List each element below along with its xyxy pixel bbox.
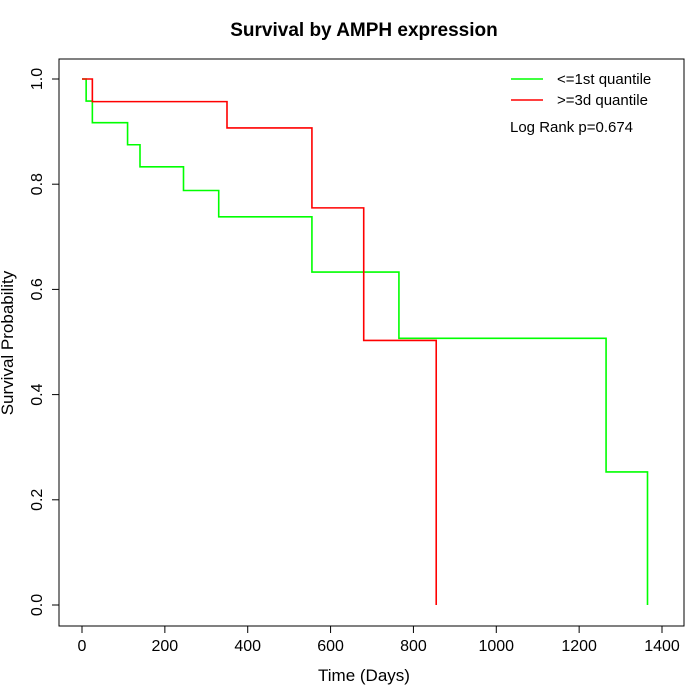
chart-title: Survival by AMPH expression xyxy=(230,20,498,41)
y-tick-label: 0.6 xyxy=(29,278,46,300)
y-tick-label: 0.4 xyxy=(29,383,46,405)
y-tick-label: 0.0 xyxy=(29,594,46,616)
y-axis: 0.0 0.2 0.4 0.6 0.8 1.0 xyxy=(29,68,60,616)
x-tick-label: 0 xyxy=(78,638,87,655)
legend-label-2: >=3d quantile xyxy=(557,92,648,109)
survival-curve-1 xyxy=(82,78,649,605)
legend: <=1st quantile >=3d quantile xyxy=(511,71,651,109)
x-tick-label: 1000 xyxy=(478,638,514,655)
y-tick-label: 0.2 xyxy=(29,489,46,511)
x-axis-label: Time (Days) xyxy=(318,666,410,685)
y-tick-label: 0.8 xyxy=(29,173,46,195)
x-axis: 0 200 400 600 800 1000 1200 1400 xyxy=(78,625,680,655)
y-axis-label: Survival Probability xyxy=(0,270,17,415)
survival-curve-2 xyxy=(82,78,438,605)
x-tick-label: 800 xyxy=(400,638,427,655)
series-layer xyxy=(82,78,649,605)
legend-label-1: <=1st quantile xyxy=(557,71,651,88)
plot-frame xyxy=(58,58,685,627)
x-tick-label: 1400 xyxy=(644,638,680,655)
y-tick-label: 1.0 xyxy=(29,68,46,90)
x-tick-label: 1200 xyxy=(561,638,597,655)
x-tick-label: 600 xyxy=(317,638,344,655)
x-tick-label: 400 xyxy=(234,638,261,655)
x-tick-label: 200 xyxy=(152,638,179,655)
log-rank-annotation: Log Rank p=0.674 xyxy=(510,119,633,136)
